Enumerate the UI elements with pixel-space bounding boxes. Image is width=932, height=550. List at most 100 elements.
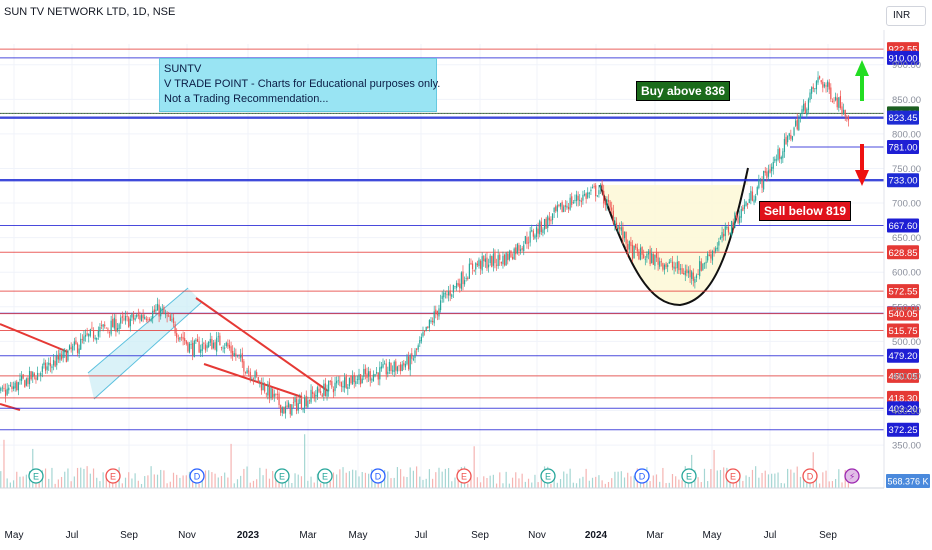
volume-bar [262,475,264,488]
candle-body [116,328,119,331]
volume-bar [572,482,574,488]
candle-body [179,337,181,340]
candle-body [718,241,720,246]
candle-body [353,374,355,383]
volume-bar [304,434,306,488]
volume-bar [710,469,712,488]
candle-body [187,342,189,352]
candle-body [49,362,51,367]
candle-body [350,375,352,384]
candle-body [795,120,797,126]
volume-bar [403,476,405,488]
candle-body [457,283,459,286]
volume-bar [623,477,626,488]
volume-bar [505,471,507,488]
candle-body [452,284,454,293]
volume-bar [563,471,565,488]
note-line: Not a Trading Recommendation... [164,93,329,105]
volume-bar [825,470,827,488]
candle-body [268,382,271,399]
candle-body [796,119,798,130]
volume-bar [751,469,754,488]
volume-bar [54,483,56,488]
candle-body [537,228,539,234]
candle-body [392,370,394,372]
candle-body [742,207,744,211]
candle-body [310,389,312,403]
candle-body [526,237,528,245]
volume-bar [588,480,590,488]
volume-bar [51,467,53,488]
candle-body [19,378,21,381]
volume-bar [742,480,744,488]
candle-body [332,389,335,393]
volume-bar [176,474,178,488]
candle-body [606,199,608,207]
volume-bar [227,477,229,488]
event-markers: E E D E E D E E D E E D ⚡ [28,468,860,484]
candle-body [785,136,787,145]
volume-bar [393,477,395,488]
volume-bar [732,479,734,488]
volume-bar [604,483,606,488]
candle-body [134,318,136,321]
y-tick-label: 350.00 [892,441,921,452]
candle-body [523,244,525,252]
candle-body [723,233,725,237]
candle-body [88,334,90,337]
candle-body [0,388,2,391]
x-tick-label: Nov [528,530,546,541]
volume-bar [236,479,239,488]
volume-bar [300,476,303,488]
volume-bar [310,476,312,488]
volume-bar [668,482,670,488]
candle-body [657,257,659,265]
candle-body [519,249,522,252]
candle-body [463,280,466,285]
candle-body [607,199,610,202]
volume-bar [83,468,85,488]
volume-bar [470,475,472,488]
volume-bar [630,476,632,488]
candle-body [262,383,264,391]
candle-body [566,205,568,208]
candle-body [180,336,183,338]
candle-body [611,207,613,211]
buy-arrow [855,60,869,101]
level-tag-label: 403.20 [888,404,917,415]
level-tag [887,368,919,383]
candle-body [587,192,589,198]
volume-bar [179,477,181,488]
candle-body [588,192,590,194]
candle-body [312,391,314,394]
volume-bar [230,443,232,488]
candle-body [465,278,467,279]
currency-selector[interactable]: INR [886,6,926,26]
volume-bar [422,479,424,488]
candle-body [273,393,275,397]
candle-body [764,170,766,173]
candle-body [439,300,442,311]
volume-bar [182,475,184,488]
candle-body [705,261,707,264]
candle-body [355,381,357,385]
volume-bar [566,473,568,488]
candle-body [622,227,624,240]
candle-body [643,254,645,259]
volume-bar [380,483,383,488]
volume-bar [121,483,123,488]
volume-bar [332,472,335,488]
volume-bar [723,467,725,488]
candle-body [681,268,683,274]
x-tick-label: Sep [471,530,489,541]
candle-body [431,320,434,323]
candle-body [91,327,93,329]
volume-bar [361,472,363,488]
sell-callout: Sell below 819 [759,201,852,221]
volume-bar [633,475,635,488]
volume-bar [326,481,328,488]
candle-body [625,231,627,244]
candle-body [25,378,27,386]
candle-body [617,225,619,230]
